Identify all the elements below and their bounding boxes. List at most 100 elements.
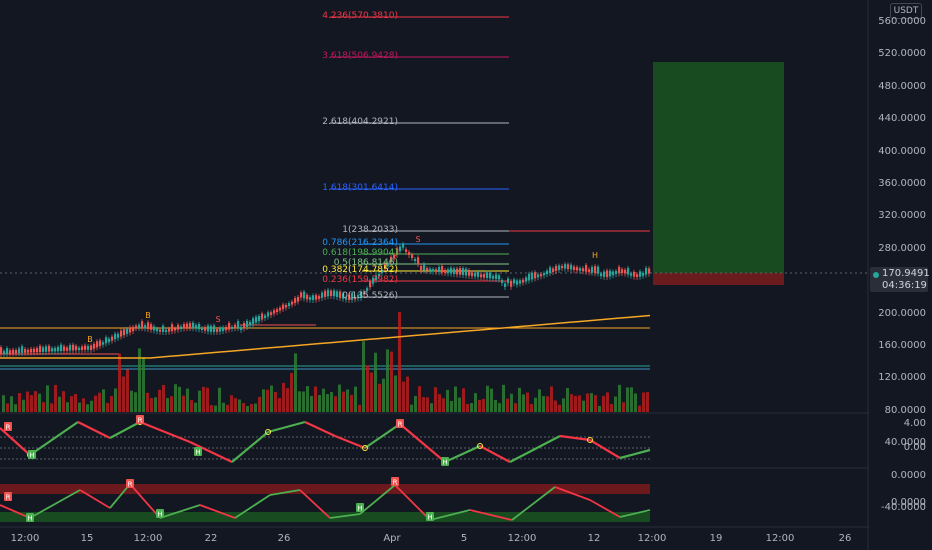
fib-level-label: 0(135.5526) <box>342 291 398 301</box>
candle <box>591 267 594 273</box>
volume-bar <box>442 398 445 412</box>
price-tick-label: 320.0000 <box>878 210 926 222</box>
volume-bar <box>410 404 413 412</box>
candle <box>417 257 420 264</box>
oscillator-signal-badge <box>126 479 134 488</box>
candle <box>540 274 543 277</box>
oscillator-signal-badge <box>4 422 12 431</box>
volume-bar <box>370 372 373 412</box>
volume-bar <box>306 386 309 412</box>
candle <box>303 291 306 299</box>
oscillator-line <box>304 421 336 437</box>
time-tick-label: 26 <box>277 533 291 544</box>
time-tick-label: 19 <box>709 533 723 544</box>
candle <box>150 324 153 330</box>
candle <box>564 264 567 269</box>
candle <box>399 246 402 252</box>
volume-bar <box>202 386 205 412</box>
candle <box>9 350 12 354</box>
oscillator-signal-badge <box>396 419 404 428</box>
candle <box>561 265 564 269</box>
candle <box>453 268 456 274</box>
candle <box>156 328 159 332</box>
volume-bar <box>558 404 561 412</box>
candle <box>432 269 435 272</box>
volume-bar <box>126 369 129 412</box>
oscillator-line <box>129 483 161 519</box>
candle <box>201 327 204 330</box>
candle <box>486 272 489 278</box>
volume-bar <box>2 395 5 412</box>
currency-badge[interactable]: USDT <box>890 3 922 19</box>
candle <box>207 325 210 332</box>
volume-bar <box>422 397 425 412</box>
candle <box>315 295 318 300</box>
candle <box>54 348 57 352</box>
volume-bar <box>634 393 637 412</box>
time-tick-label: 15 <box>80 533 94 544</box>
volume-bar <box>90 400 93 412</box>
oscillator-line <box>554 486 591 501</box>
oscillator-signal-text: R <box>138 417 143 425</box>
time-tick-label: 12:00 <box>637 533 667 544</box>
candle <box>612 271 615 276</box>
candle <box>441 265 444 273</box>
volume-bar <box>222 402 225 412</box>
candle <box>555 265 558 271</box>
volume-bar <box>282 382 285 412</box>
oscillator-signal-badge <box>26 513 34 522</box>
candle <box>84 345 87 350</box>
candle <box>624 269 627 274</box>
price-tick-label: 560.0000 <box>878 16 926 27</box>
candle <box>633 271 636 277</box>
candle <box>510 280 513 287</box>
candle <box>255 316 258 323</box>
signal-marker: H <box>592 251 598 260</box>
candle <box>516 280 519 285</box>
oscillator-line <box>429 509 471 521</box>
volume-bar <box>226 404 229 412</box>
candle <box>504 283 507 287</box>
volume-bar <box>546 396 549 412</box>
candle <box>429 268 432 272</box>
fib-level-label: 4.236(570.3810) <box>322 11 398 21</box>
fib-level-label: 0.618(198.9904) <box>322 248 398 258</box>
candle <box>249 322 252 326</box>
candle <box>576 267 579 271</box>
volume-bar <box>630 387 633 412</box>
volume-bar <box>430 403 433 412</box>
time-tick-label: 12:00 <box>765 533 795 544</box>
price-marker-icon <box>873 272 879 278</box>
candle <box>192 322 195 329</box>
candle <box>180 326 183 330</box>
candle <box>81 346 84 350</box>
candle <box>393 254 396 259</box>
oscillator-line <box>109 421 141 439</box>
fib-level-label: 3.618(506.9428) <box>322 51 398 61</box>
candle <box>468 269 471 276</box>
oscillator-signal-badge <box>136 415 144 424</box>
volume-bar <box>510 393 513 412</box>
oscillator-signal-text: H <box>157 511 162 519</box>
volume-bar <box>586 393 589 412</box>
volume-bar <box>286 388 289 412</box>
candle <box>39 345 42 353</box>
oscillator-line <box>619 448 651 460</box>
volume-bar <box>146 392 149 412</box>
candle <box>321 292 324 298</box>
candle <box>405 249 408 252</box>
candle <box>105 337 108 344</box>
candle <box>513 279 516 284</box>
volume-bar <box>138 348 141 412</box>
candle <box>552 268 555 273</box>
candle <box>363 291 366 295</box>
oscillator-line <box>77 421 111 439</box>
oscillator-line <box>619 509 651 518</box>
fib-level-label: 0.5(186.8146) <box>333 258 398 268</box>
volume-bar <box>154 397 157 412</box>
oscillator-line <box>329 513 361 519</box>
candle <box>57 346 60 352</box>
oscillator-tick-label: 0.00 <box>903 442 926 453</box>
